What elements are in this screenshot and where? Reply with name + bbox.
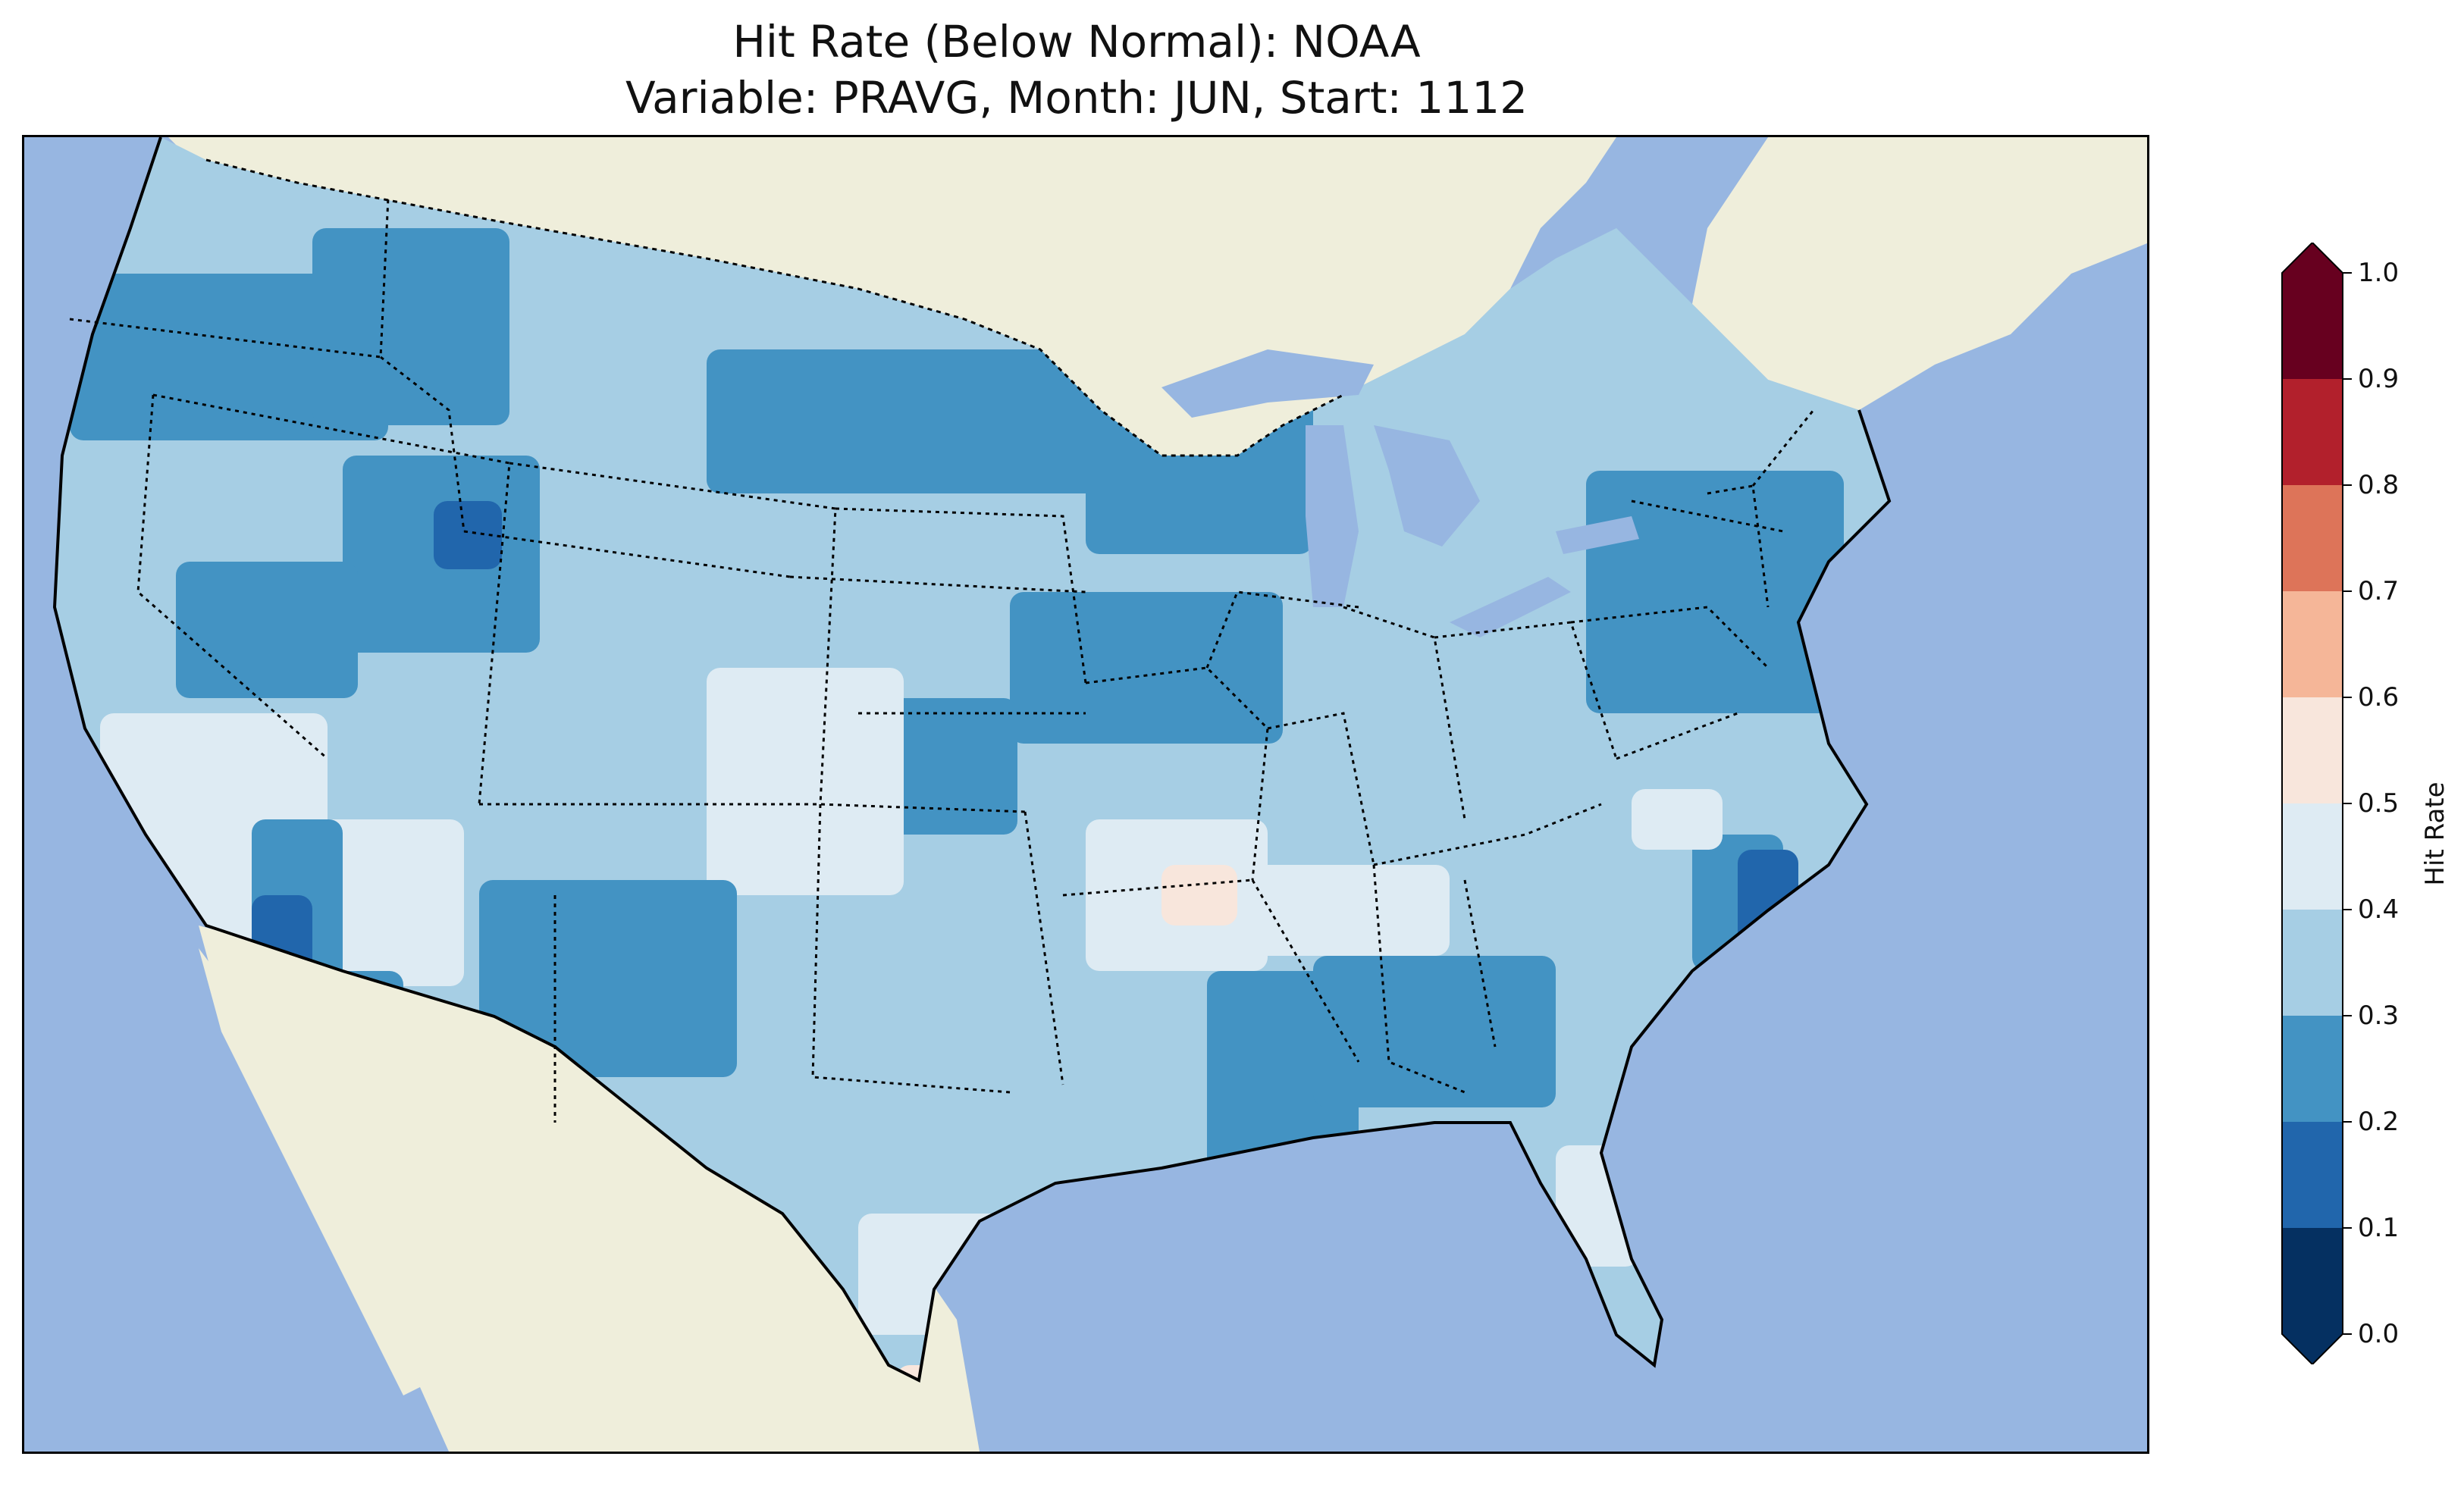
colorbar-extend-min	[2282, 1334, 2343, 1364]
figure-title: Hit Rate (Below Normal): NOAA Variable: …	[0, 14, 2153, 126]
colorbar-bin	[2282, 1228, 2343, 1334]
hit-rate-cell	[176, 562, 358, 698]
colorbar-tick-label: 0.7	[2358, 576, 2400, 606]
us-mexico-border	[205, 924, 845, 1290]
colorbar-tick-label: 0.9	[2358, 364, 2400, 394]
title-line-1: Hit Rate (Below Normal): NOAA	[732, 16, 1421, 67]
hit-rate-cell	[1632, 789, 1723, 850]
colorbar-tick-label: 0.3	[2358, 1001, 2400, 1031]
colorbar-tick-label: 0.6	[2358, 682, 2400, 713]
baja-land	[199, 948, 434, 1395]
colorbar-tick-label: 0.0	[2358, 1319, 2400, 1349]
colorbar-bin	[2282, 379, 2343, 485]
colorbar-tick-label: 0.1	[2358, 1213, 2400, 1243]
hit-rate-cell	[1586, 471, 1844, 713]
lake-huron	[1374, 425, 1480, 547]
colorbar-bin	[2282, 591, 2343, 697]
colorbar-extend-max	[2282, 243, 2343, 273]
colorbar-tick-label: 1.0	[2358, 258, 2400, 288]
colorbar-tick-label: 0.8	[2358, 470, 2400, 500]
hit-rate-cell	[70, 274, 388, 440]
colorbar-bin	[2282, 485, 2343, 591]
conus-coastline	[52, 137, 1892, 1383]
colorbar-tick-label: 0.4	[2358, 894, 2400, 925]
lake-superior	[1161, 349, 1374, 418]
colorbar-bin	[2282, 697, 2343, 803]
colorbar-tick-label: 0.5	[2358, 788, 2400, 819]
hit-rate-cell	[707, 668, 904, 895]
colorbar-bin	[2282, 273, 2343, 379]
lake-michigan	[1306, 425, 1359, 607]
colorbar: 0.0 0.1 0.2 0.3 0.4 0.5 0.6 0.7 0.8 0.9 1.0	[2267, 241, 2464, 1366]
hit-rate-cell	[1313, 956, 1556, 1107]
canada-east-land	[1692, 137, 2147, 410]
hit-rate-cell	[479, 880, 737, 1077]
colorbar-label: Hit Rate	[2420, 781, 2450, 886]
hit-rate-cell	[1161, 865, 1237, 926]
hit-rate-cell	[312, 228, 509, 425]
colorbar-tick-label: 0.2	[2358, 1107, 2400, 1137]
hit-rate-cell	[707, 349, 1131, 493]
state-borders	[69, 197, 1815, 1123]
colorbar-bin	[2282, 1122, 2343, 1228]
lake-ontario	[1556, 516, 1639, 554]
hit-rate-cell	[1010, 592, 1283, 744]
colorbar-bin	[2282, 910, 2343, 1016]
colorbar-bin	[2282, 1016, 2343, 1122]
title-line-2: Variable: PRAVG, Month: JUN, Start: 1112	[625, 72, 1528, 124]
colorbar-bin	[2282, 803, 2343, 910]
hit-rate-cell	[1252, 865, 1450, 956]
colorbar-svg	[2281, 241, 2352, 1366]
hit-rate-cell	[434, 501, 502, 569]
lake-erie	[1450, 577, 1571, 637]
map-svg	[24, 137, 2147, 1452]
map-panel	[22, 135, 2149, 1454]
us-canada-border	[205, 158, 1344, 457]
